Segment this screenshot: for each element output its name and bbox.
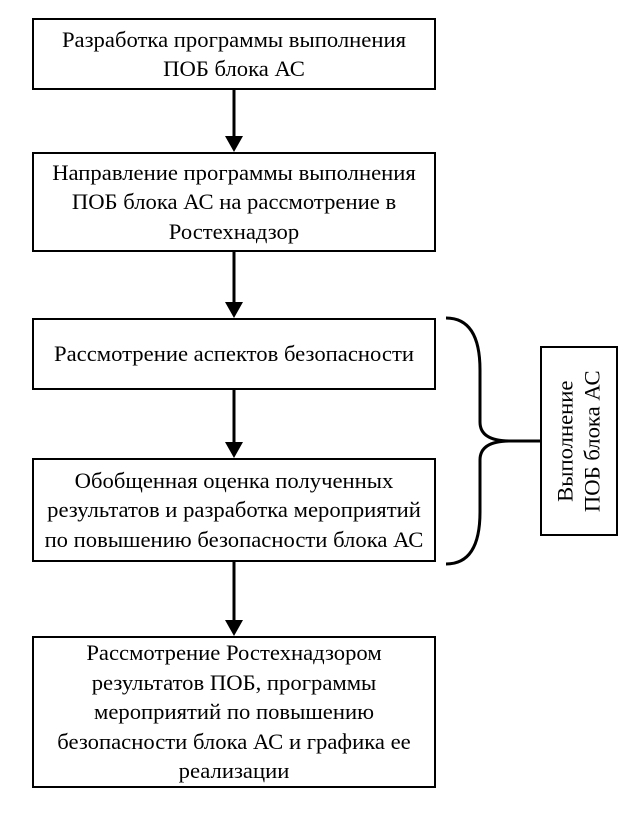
brace-icon [440, 310, 544, 572]
arrow-4 [220, 562, 248, 636]
side-box-line2: ПОБ блока АС [580, 370, 605, 512]
flow-node-4-text: Обобщенная оценка полученных результатов… [44, 466, 424, 554]
arrow-2 [220, 252, 248, 318]
arrow-1 [220, 90, 248, 152]
flow-node-2: Направление программы выполнения ПОБ бло… [32, 152, 436, 252]
flow-node-3: Рассмотрение аспектов безопасности [32, 318, 436, 390]
side-box-line1: Выполнение [553, 380, 578, 501]
flowchart-canvas: Разработка программы выполнения ПОБ блок… [0, 0, 640, 827]
arrow-3 [220, 390, 248, 458]
side-box: Выполнение ПОБ блока АС [540, 346, 618, 536]
flow-node-3-text: Рассмотрение аспектов безопасности [54, 339, 414, 368]
flow-node-2-text: Направление программы выполнения ПОБ бло… [44, 158, 424, 246]
flow-node-4: Обобщенная оценка полученных результатов… [32, 458, 436, 562]
flow-node-5: Рассмотрение Ростехнадзором результатов … [32, 636, 436, 788]
side-box-text: Выполнение ПОБ блока АС [552, 370, 606, 512]
flow-node-1-text: Разработка программы выполнения ПОБ блок… [44, 25, 424, 84]
flow-node-5-text: Рассмотрение Ростехнадзором результатов … [44, 638, 424, 785]
flow-node-1: Разработка программы выполнения ПОБ блок… [32, 18, 436, 90]
